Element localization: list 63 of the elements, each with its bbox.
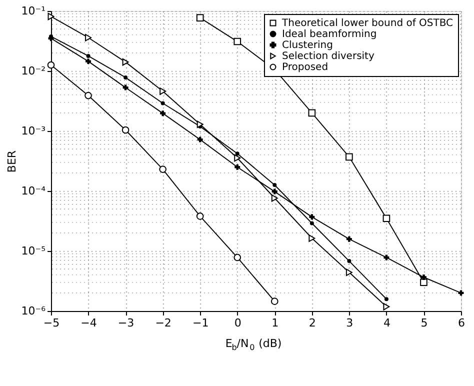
point xyxy=(308,109,316,117)
point xyxy=(122,126,130,134)
point xyxy=(234,164,240,170)
point xyxy=(234,254,242,262)
point xyxy=(420,278,428,286)
point xyxy=(234,38,242,46)
y-tick-label: 10⁻⁴ xyxy=(21,184,46,198)
point xyxy=(122,84,128,90)
point xyxy=(346,236,352,242)
x-tick-label: 5 xyxy=(420,316,428,330)
point xyxy=(310,221,314,226)
x-tick-label: −5 xyxy=(43,316,60,330)
point xyxy=(160,88,166,95)
point xyxy=(86,54,90,58)
x-tick-label: 1 xyxy=(272,316,279,330)
point xyxy=(196,14,204,22)
point xyxy=(85,34,92,42)
legend-label: Clustering xyxy=(282,40,333,51)
legend-label: Selection diversity xyxy=(282,51,374,62)
point xyxy=(235,152,240,156)
point xyxy=(384,254,390,260)
x-tick-label: 3 xyxy=(346,316,354,330)
point xyxy=(160,101,165,106)
y-tick-label: 10⁻² xyxy=(21,64,46,78)
point xyxy=(384,297,388,302)
point xyxy=(346,268,352,276)
point xyxy=(122,58,129,66)
x-tick-label: −3 xyxy=(118,316,134,330)
x-tick-label: 2 xyxy=(308,316,316,330)
point xyxy=(382,214,390,222)
x-tick-label: −2 xyxy=(155,316,172,330)
point xyxy=(196,212,204,220)
y-tick-label: 10⁻⁶ xyxy=(21,304,46,318)
point xyxy=(271,194,278,202)
x-tick-label: −4 xyxy=(80,316,97,330)
point xyxy=(160,110,166,116)
point xyxy=(196,120,204,128)
y-axis-title: BER xyxy=(5,150,18,173)
x-tick-label: 0 xyxy=(234,316,242,330)
point xyxy=(308,234,316,242)
point xyxy=(159,166,166,173)
y-tick-label: 10⁻³ xyxy=(21,124,46,138)
point xyxy=(272,188,278,194)
point xyxy=(47,61,55,69)
y-tick-label: 10⁻⁵ xyxy=(21,244,46,258)
point xyxy=(347,259,352,264)
point xyxy=(84,92,92,100)
y-tick-label: 10⁻¹ xyxy=(21,4,46,18)
point xyxy=(86,58,92,64)
point xyxy=(272,182,277,187)
legend-label: Ideal beamforming xyxy=(282,29,377,40)
point xyxy=(420,274,426,280)
point xyxy=(197,136,203,142)
point xyxy=(234,154,241,162)
point xyxy=(346,153,353,161)
point xyxy=(124,75,128,80)
x-tick-label: −1 xyxy=(192,316,209,330)
legend-label: Theoretical lower bound of OSTBC xyxy=(281,18,454,29)
x-tick-label: 4 xyxy=(383,316,390,330)
point xyxy=(270,298,278,305)
x-tick-label: 6 xyxy=(458,316,465,330)
legend-label: Proposed xyxy=(282,62,328,73)
point xyxy=(309,214,315,220)
